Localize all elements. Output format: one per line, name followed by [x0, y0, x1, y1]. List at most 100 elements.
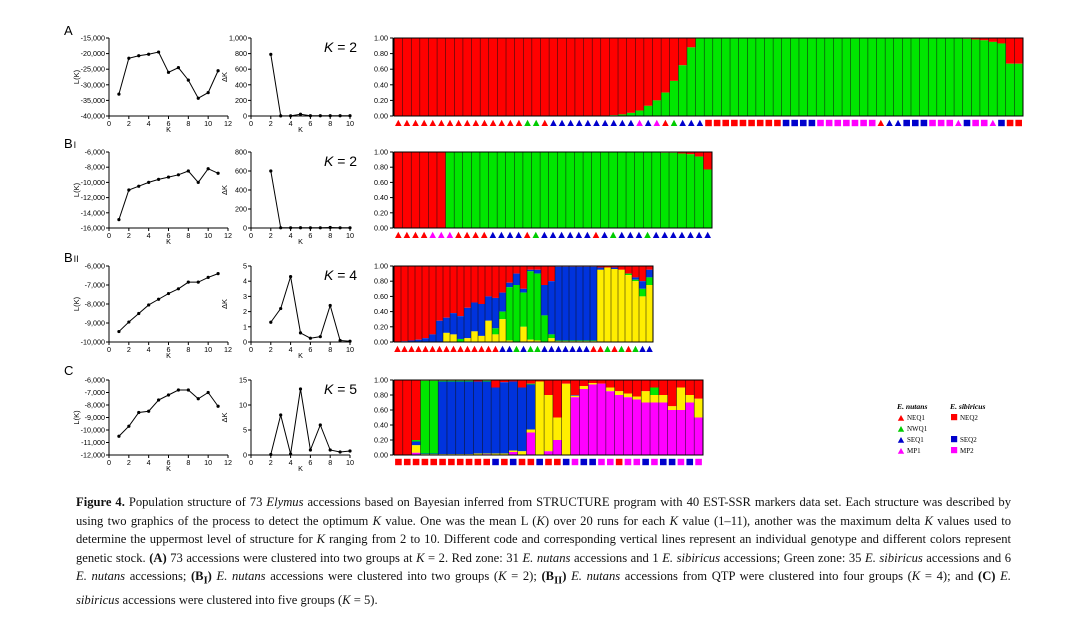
panel-bii-triangle-marker	[534, 345, 541, 352]
panel-c-bar-segment	[491, 387, 501, 454]
panel-a-lk-xtick-label: 8	[186, 119, 190, 128]
panel-bii-bar-segment	[632, 281, 640, 342]
panel-bi-lk-ytick-label: -10,000	[81, 178, 105, 187]
panel-bi-lk-data-point	[186, 169, 190, 173]
panel-bi-lk-data-point	[137, 184, 141, 188]
panel-bi-triangle-marker	[515, 231, 522, 238]
panel-a-triangle-marker	[644, 119, 652, 126]
panel-a-letter: A	[64, 23, 73, 38]
panel-bii-bar-segment	[639, 296, 647, 342]
panel-bi-triangle-marker	[609, 231, 617, 238]
caption-text: Population structure of 73	[124, 495, 267, 509]
caption-bold-part: )	[207, 569, 212, 584]
panel-bi-lk-data-point	[166, 175, 171, 179]
panel-c-lk-data-point	[137, 410, 141, 415]
panel-bii-bar-ytick-label: 0.00	[374, 338, 388, 347]
panel-bii-bar-segment	[604, 267, 612, 342]
panel-c-square-marker	[395, 458, 402, 466]
panel-a-bar-segment	[738, 38, 748, 116]
panel-bi-triangle-marker	[446, 231, 454, 238]
panel-a-bar-segment	[540, 38, 550, 116]
panel-bi-k-symbol: K	[324, 153, 334, 169]
panel-a-lk-data-point	[176, 66, 181, 70]
panel-a-square-marker	[799, 119, 807, 127]
caption-italic: K	[372, 513, 382, 528]
caption-text: = 5).	[350, 593, 378, 608]
panel-c-bar-segment	[411, 440, 421, 442]
panel-c-bar-segment	[455, 380, 465, 382]
panel-c-lk-ytick-label: -7,000	[85, 388, 105, 397]
panel-a-triangle-marker	[481, 119, 488, 126]
panel-bii-triangle-marker	[639, 345, 646, 352]
panel-c-bar-segment	[694, 398, 704, 418]
panel-c-square-marker	[518, 458, 526, 466]
panel-c-bar-segment	[508, 380, 518, 382]
panel-bii-bar-segment	[471, 331, 479, 342]
panel-a-bar-ytick-label: 1.00	[374, 34, 388, 43]
panel-a-bar-segment	[902, 38, 912, 116]
panel-c-bar-segment	[685, 380, 695, 395]
panel-a-bar-segment	[583, 38, 593, 116]
panel-c-k-symbol: K	[324, 381, 334, 397]
panel-bi-letter: BI	[64, 136, 76, 151]
panel-bii-bar-segment	[513, 266, 521, 274]
panel-a-bar-segment	[971, 39, 981, 117]
panel-c-bar-segment	[579, 380, 589, 386]
panel-c-square-marker	[421, 458, 429, 466]
panel-a-dk-data-point	[348, 114, 352, 118]
panel-c-bar-segment	[605, 391, 616, 455]
panel-bii-dk-xtick-label: 2	[269, 345, 273, 354]
panel-a-triangle-marker	[403, 119, 411, 126]
panel-c-bar-frame	[393, 379, 704, 456]
panel-bii-triangle-marker	[604, 345, 611, 352]
panel-c-bar-segment	[676, 410, 686, 455]
panel-a-bar-segment	[669, 80, 679, 116]
panel-a-bar-segment	[394, 38, 403, 116]
panel-a-square-marker	[808, 119, 816, 127]
panel-c-square-marker	[615, 458, 623, 466]
caption-subscript: I	[203, 575, 208, 587]
panel-bi-dk-data-point	[338, 226, 342, 230]
panel-bi-bars	[393, 152, 713, 228]
panel-c-bar-segment	[446, 381, 457, 455]
panel-a-bar-segment	[945, 38, 955, 116]
panel-a-bar-segment	[600, 38, 610, 116]
panel-a-triangle-marker	[532, 119, 540, 126]
panel-bii-bar-segment	[506, 282, 514, 288]
panel-bi-k-value: = 2	[333, 153, 357, 169]
panel-c-bar-segment	[517, 387, 527, 452]
panel-bii-bar-ytick-label: 1.00	[374, 262, 388, 271]
panel-a-square-marker	[731, 119, 738, 127]
panel-bi-dk-data-point	[298, 226, 303, 230]
caption-text: accessions; Green zone: 35	[720, 550, 865, 565]
panel-c-lk-ytick-label: -9,000	[85, 413, 105, 422]
panel-a-dk-data-point	[328, 114, 332, 118]
panel-a-lk-data-point	[147, 52, 151, 56]
panel-bi-lk-data-point	[147, 180, 151, 184]
panel-c-lk-ytick-label: -12,000	[81, 451, 105, 460]
panel-bi-bar-segment	[583, 152, 592, 228]
panel-bii-bar-segment	[506, 340, 514, 342]
panel-c-bar-segment	[402, 380, 412, 455]
panel-a-triangle-marker	[412, 119, 419, 126]
panel-a-dk-xtick-label: 10	[346, 119, 354, 128]
panel-bi-bar-ytick-label: 0.60	[374, 178, 388, 187]
panel-a-bars	[393, 38, 1024, 117]
panel-a-square-marker	[748, 119, 755, 127]
panel-a-bar-segment	[635, 110, 645, 116]
panel-bii-bar-segment	[625, 266, 633, 274]
caption-text: values used to determine the uppermost l…	[76, 513, 1012, 547]
panel-bii-bar-segment	[562, 266, 570, 341]
panel-bii-lk-data-point	[186, 280, 190, 284]
panel-bi-triangle-marker	[498, 231, 505, 238]
panel-a-square-marker	[920, 119, 928, 127]
panel-bi-bar-segment	[686, 152, 696, 155]
panel-c-square-marker	[580, 458, 588, 466]
panel-bii-letter-sub: II	[74, 254, 79, 264]
panel-a-bar-segment	[910, 38, 920, 116]
panel-c-square-marker	[633, 458, 641, 466]
panel-bii-bar-segment	[464, 307, 472, 339]
panel-bii-bar-segment	[499, 266, 507, 293]
panel-c-bar-segment	[588, 384, 598, 455]
panel-bii-bar-segment	[499, 311, 507, 320]
